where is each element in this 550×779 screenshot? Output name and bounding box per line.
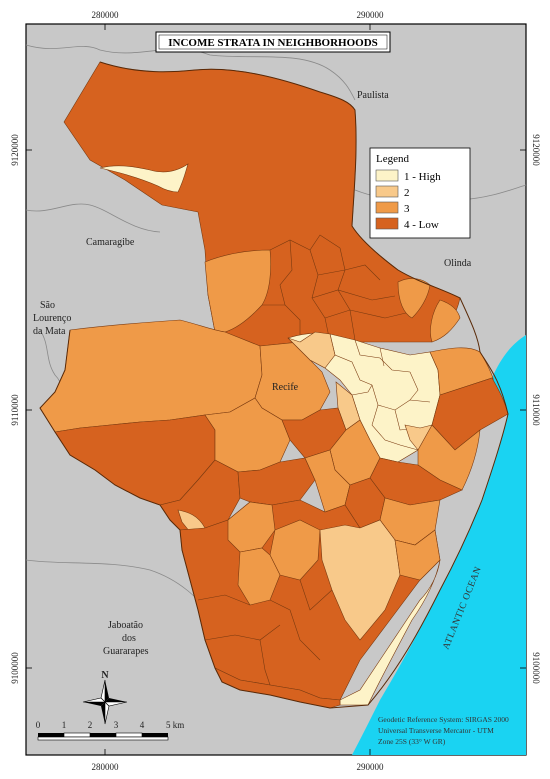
scale-label-3: 3 [114,720,119,730]
scale-label-1: 1 [62,720,67,730]
legend-swatch-1 [375,169,399,182]
recife-outline [39,61,509,709]
neighborhood-s3a [227,501,276,553]
south-divisions [197,579,333,686]
legend-label-1: 1 - High [404,171,441,183]
label-jaboatao-2: dos [122,633,136,644]
coord-left-1: 9120000 [10,134,20,166]
label-jaboatao-3: Guararapes [103,646,149,657]
coord-left-2: 9110000 [10,394,20,426]
scale-label-5: 5 km [166,720,184,730]
title-box [155,31,391,53]
north-arrow-icon [82,679,128,725]
coord-left-3: 9100000 [10,652,20,684]
neighborhood-c2a [287,331,336,369]
crs-line-3: Zone 25S (33° W GR) [378,737,446,746]
coord-right-1: 9120000 [531,134,541,166]
scale-label-4: 4 [140,720,145,730]
neighborhood-cs3a [204,397,291,473]
label-paulista: Paulista [357,90,389,101]
scale-label-2: 2 [88,720,93,730]
scale-label-0: 0 [36,720,41,730]
legend-swatch-3 [375,201,399,214]
legend-label-2: 2 [404,187,410,199]
legend-title: Legend [376,153,409,165]
crs-line-2: Universal Transverse Mercator - UTM [378,726,494,735]
neighborhood-coastal-high [339,559,441,706]
coord-top-1: 280000 [92,10,120,20]
map-title: INCOME STRATA IN NEIGHBORHOODS [168,37,378,49]
high-cluster-divisions [329,333,431,451]
coord-top-2: 290000 [357,10,385,20]
scale-bar [37,732,169,741]
neighborhood-ne3b [430,299,461,343]
label-sao-lourenco-3: da Mata [33,326,66,337]
coord-right-3: 9100000 [531,652,541,684]
legend-swatch-2 [375,185,399,198]
label-jaboatao-1: Jaboatão [108,620,143,631]
coord-bottom-1: 280000 [92,762,120,772]
label-olinda: Olinda [444,258,472,269]
label-sao-lourenco-1: São [40,300,55,311]
legend-swatch-4 [375,217,399,230]
neighborhood-s2 [319,519,401,641]
recife-neighborhoods [39,61,509,709]
label-sao-lourenco-2: Lourenço [33,313,71,324]
title-box-inner [158,34,388,50]
boundary-camaragibe [25,203,161,233]
legend-label-4: 4 - Low [404,219,439,231]
crs-line-1: Geodetic Reference System: SIRGAS 2000 [378,715,509,724]
label-recife: Recife [272,382,299,393]
atlantic-ocean-area [352,335,526,755]
neighborhood-s3d [237,547,281,606]
neighborhood-w3 [204,249,272,333]
grid-ticks [26,24,526,755]
legend: Legend 1 - High 2 3 4 - Low [369,147,471,239]
label-camaragibe: Camaragibe [86,237,135,248]
north-cluster-divisions [262,234,411,343]
coord-bottom-2: 290000 [357,762,385,772]
neighborhood-lw4b [237,457,316,506]
north-label: N [101,670,109,681]
neighborhood-high-north [99,163,189,193]
boundary-north [25,44,356,101]
legend-label-3: 3 [404,203,410,215]
coord-right-2: 9110000 [531,394,541,426]
